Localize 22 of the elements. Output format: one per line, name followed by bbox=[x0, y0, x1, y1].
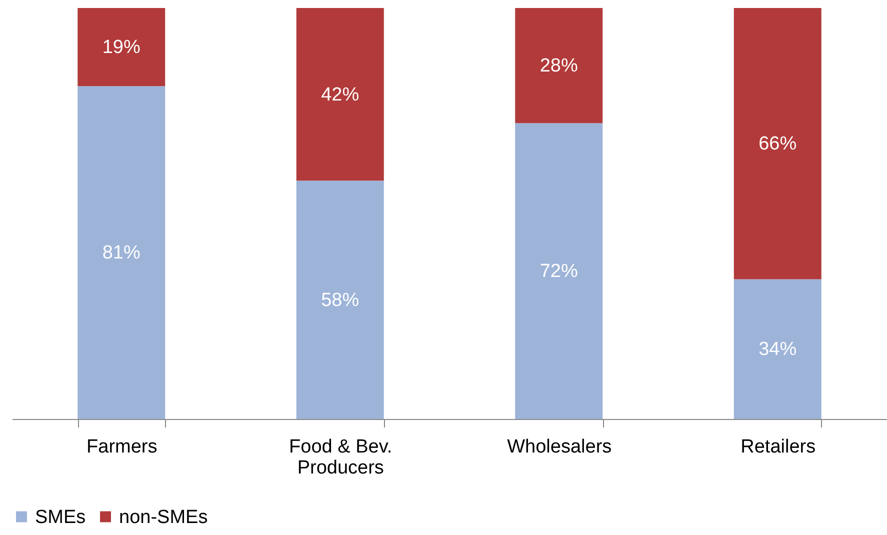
bar bbox=[296, 180, 384, 419]
data-label: 66% bbox=[758, 134, 797, 155]
x-tick-label: Retailers bbox=[740, 436, 816, 458]
x-tick-label: Farmers bbox=[86, 436, 158, 458]
legend-label: SMEs bbox=[35, 506, 86, 528]
x-tick-label: Wholesalers bbox=[507, 436, 612, 458]
data-label: 58% bbox=[321, 290, 360, 311]
bar bbox=[515, 123, 603, 419]
data-label: 42% bbox=[321, 84, 360, 106]
data-label: 72% bbox=[540, 261, 578, 282]
data-label: 19% bbox=[102, 37, 140, 58]
bar bbox=[515, 8, 603, 124]
bar bbox=[296, 8, 384, 181]
bar bbox=[78, 86, 166, 419]
legend-label: non-SMEs bbox=[119, 506, 208, 528]
data-label: 81% bbox=[102, 242, 140, 264]
x-tick-label: Food & Bev. Producers bbox=[289, 436, 392, 478]
data-label: 34% bbox=[758, 339, 797, 360]
bar bbox=[734, 279, 822, 419]
bar bbox=[78, 8, 166, 86]
bar bbox=[734, 8, 822, 280]
data-label: 28% bbox=[540, 56, 578, 77]
